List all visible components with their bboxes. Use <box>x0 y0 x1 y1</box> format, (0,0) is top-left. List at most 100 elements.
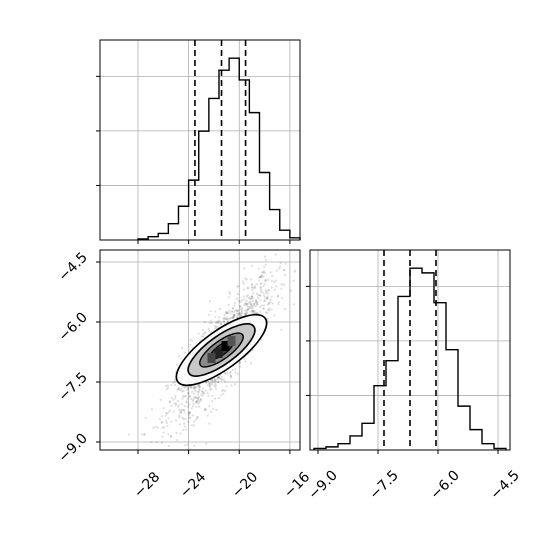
scatter-point <box>227 303 230 306</box>
scatter-point <box>165 388 168 391</box>
scatter-point <box>282 283 285 286</box>
scatter-point <box>155 440 158 443</box>
scatter-point <box>282 268 285 271</box>
scatter-point <box>178 355 181 358</box>
scatter-point <box>213 380 216 384</box>
scatter-point <box>222 378 225 381</box>
scatter-point <box>277 303 280 306</box>
scatter-point <box>195 405 198 408</box>
scatter-point <box>195 386 198 389</box>
scatter-point <box>247 306 250 309</box>
scatter-point <box>251 306 254 310</box>
scatter-point <box>191 398 194 401</box>
scatter-point <box>158 418 161 421</box>
scatter-point <box>234 308 238 311</box>
scatter-point <box>238 361 241 364</box>
scatter-point <box>226 371 229 374</box>
scatter-point <box>256 303 259 306</box>
scatter-point <box>237 309 240 312</box>
scatter-point <box>289 289 292 292</box>
scatter-point <box>208 385 212 388</box>
scatter-point <box>189 395 192 398</box>
scatter-point <box>249 302 252 305</box>
density-peak-cell <box>214 348 223 358</box>
scatter-point <box>261 271 265 274</box>
scatter-point <box>232 315 235 318</box>
scatter-point <box>293 270 296 273</box>
scatter-point <box>202 333 205 336</box>
scatter-point <box>268 309 271 312</box>
scatter-point <box>258 294 261 297</box>
scatter-point <box>218 319 221 322</box>
scatter-point <box>239 300 242 303</box>
scatter-point <box>198 385 201 388</box>
scatter-point <box>255 300 258 303</box>
scatter-point <box>264 263 267 266</box>
scatter-point <box>180 408 183 411</box>
scatter-point <box>231 310 234 313</box>
scatter-point <box>184 444 187 447</box>
scatter-point <box>217 376 221 379</box>
scatter-point <box>216 321 219 324</box>
scatter-point <box>202 335 205 339</box>
scatter-point <box>259 310 262 314</box>
scatter-point <box>260 286 263 289</box>
scatter-point <box>219 321 222 324</box>
scatter-point <box>250 303 253 306</box>
scatter-point <box>259 299 262 302</box>
scatter-point <box>255 283 259 286</box>
scatter-point <box>250 283 253 286</box>
scatter-point <box>178 411 182 414</box>
scatter-point <box>258 276 261 279</box>
scatter-point <box>188 416 191 419</box>
scatter-point <box>254 305 257 308</box>
scatter-point <box>264 311 267 314</box>
scatter-point <box>207 394 210 397</box>
scatter-point <box>218 316 221 319</box>
scatter-point <box>251 296 254 299</box>
scatter-point <box>180 387 183 391</box>
scatter-point <box>262 306 265 310</box>
scatter-point <box>187 420 190 423</box>
scatter-point <box>231 307 234 310</box>
scatter-point <box>262 275 265 278</box>
scatter-point <box>259 286 262 289</box>
scatter-point <box>193 420 196 423</box>
scatter-point <box>184 385 187 388</box>
scatter-point <box>170 404 173 407</box>
scatter-point <box>247 296 250 299</box>
scatter-point <box>164 414 167 417</box>
scatter-point <box>168 401 171 404</box>
scatter-point <box>196 416 199 419</box>
scatter-point <box>127 433 131 436</box>
scatter-point <box>251 288 254 292</box>
scatter-point <box>235 297 238 300</box>
scatter-point <box>256 301 259 304</box>
scatter-point <box>165 411 168 415</box>
scatter-point <box>266 297 269 300</box>
scatter-point <box>211 400 214 403</box>
scatter-point <box>192 386 195 389</box>
scatter-point <box>220 377 223 381</box>
y-tick-label: −6.0 <box>55 309 90 344</box>
scatter-point <box>221 378 224 381</box>
scatter-point <box>265 297 268 300</box>
scatter-point <box>167 444 170 447</box>
scatter-point <box>245 299 248 303</box>
scatter-point <box>219 323 222 326</box>
scatter-point <box>250 295 253 298</box>
scatter-point <box>249 362 253 365</box>
scatter-point <box>208 330 211 333</box>
scatter-point <box>246 308 250 311</box>
scatter-point <box>208 384 211 387</box>
scatter-point <box>222 320 226 324</box>
scatter-point <box>193 386 196 389</box>
scatter-point <box>178 423 181 426</box>
scatter-point <box>258 279 261 282</box>
scatter-point <box>244 309 247 312</box>
scatter-point <box>215 327 218 330</box>
top-hist-frame <box>99 39 301 241</box>
x-tick-label: −16 <box>281 469 313 501</box>
scatter-point <box>154 425 157 429</box>
scatter-point <box>167 411 170 414</box>
